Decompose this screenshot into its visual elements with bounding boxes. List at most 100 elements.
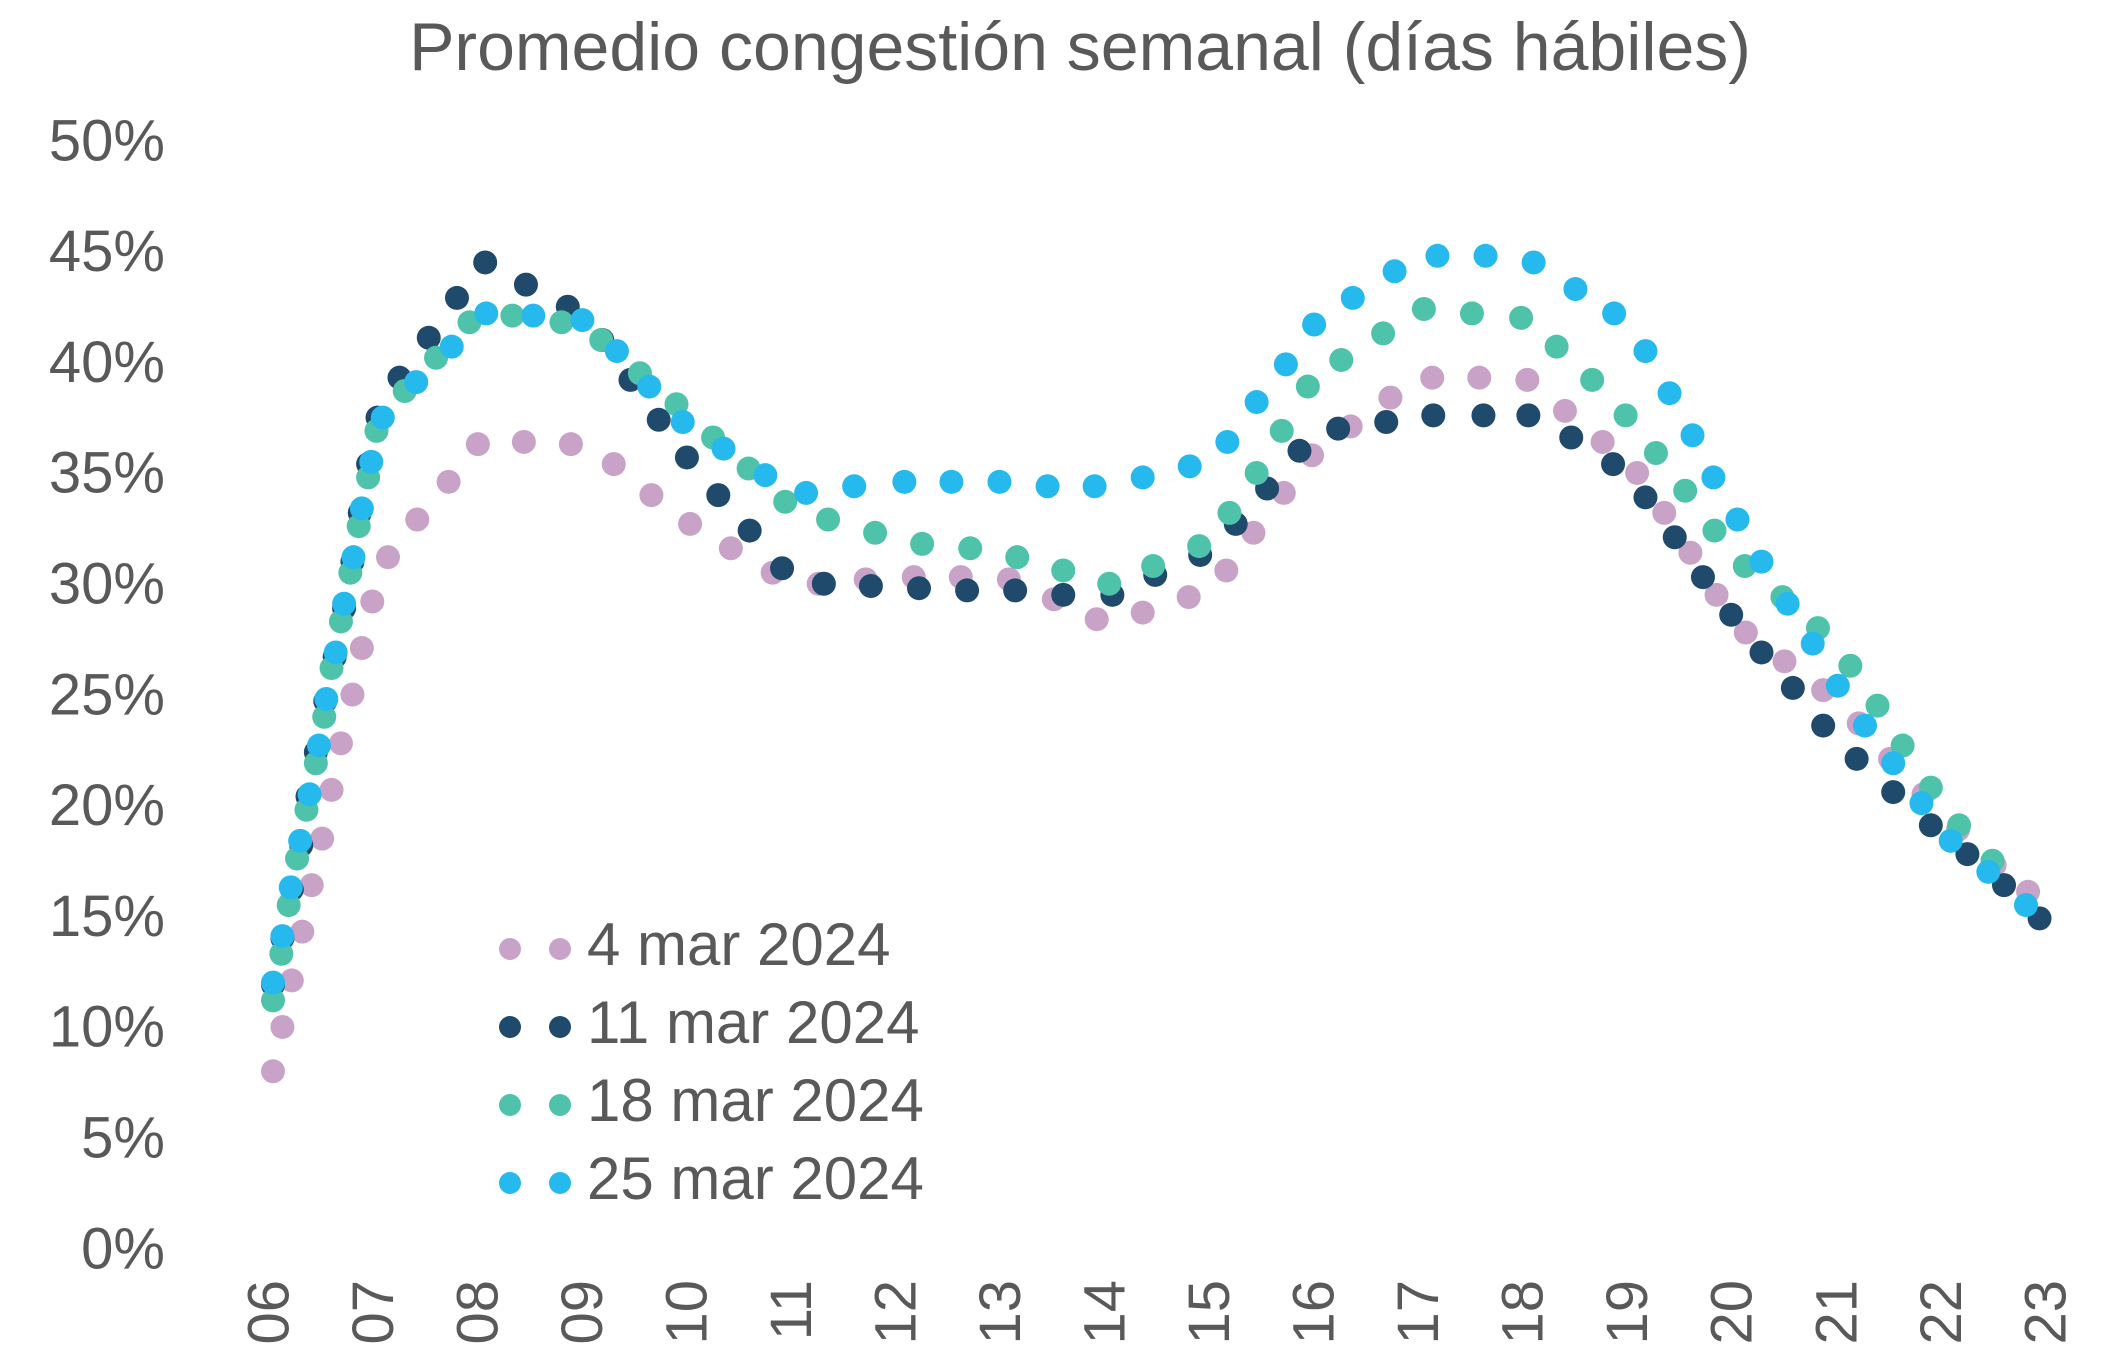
- data-point: [639, 483, 664, 508]
- data-point: [1340, 285, 1365, 310]
- data-point: [955, 578, 980, 603]
- x-tick-label: 14: [1073, 1280, 1138, 1345]
- data-point: [570, 308, 595, 333]
- legend-marker: [499, 1094, 521, 1116]
- data-point: [906, 576, 931, 601]
- data-point: [375, 545, 400, 570]
- data-point: [1097, 571, 1122, 596]
- x-tick-label: 15: [1177, 1280, 1242, 1345]
- data-point: [549, 310, 574, 335]
- data-point: [1374, 410, 1399, 434]
- data-point: [1563, 277, 1588, 302]
- data-point: [718, 536, 743, 561]
- data-point: [1601, 452, 1626, 477]
- data-point: [328, 731, 353, 756]
- data-point: [1844, 746, 1869, 771]
- data-point: [863, 520, 888, 545]
- data-point: [416, 325, 441, 350]
- data-point: [1544, 334, 1569, 359]
- data-point: [1420, 365, 1445, 390]
- x-tick-label: 11: [759, 1280, 824, 1340]
- data-point: [341, 545, 366, 570]
- data-point: [773, 489, 798, 514]
- data-point: [299, 873, 324, 898]
- data-point: [310, 826, 335, 851]
- data-point: [444, 285, 469, 310]
- x-tick-label: 13: [968, 1280, 1033, 1345]
- data-point: [1273, 352, 1298, 377]
- data-point: [1005, 545, 1030, 570]
- data-point: [436, 469, 461, 494]
- data-point: [346, 514, 371, 539]
- data-point: [1187, 534, 1212, 559]
- data-point: [1725, 507, 1750, 532]
- data-point: [674, 445, 699, 470]
- data-point: [1881, 780, 1906, 805]
- data-point: [306, 733, 331, 758]
- x-tick-label: 06: [236, 1280, 301, 1345]
- data-point: [1657, 381, 1682, 406]
- x-tick-label: 18: [1491, 1280, 1556, 1345]
- data-point: [323, 640, 348, 665]
- data-point: [370, 405, 395, 430]
- data-point: [511, 429, 536, 454]
- data-point: [1580, 367, 1605, 392]
- data-point: [1329, 347, 1354, 372]
- data-point: [1590, 429, 1615, 454]
- data-point: [1378, 385, 1403, 410]
- data-point: [1881, 751, 1906, 776]
- y-tick-label: 0%: [81, 1216, 165, 1281]
- data-point: [1772, 649, 1797, 674]
- data-point: [939, 469, 964, 494]
- data-point: [816, 507, 841, 532]
- data-point: [1241, 520, 1266, 545]
- data-point: [637, 374, 662, 399]
- data-point: [1733, 620, 1758, 645]
- data-point: [678, 511, 703, 536]
- data-point: [1652, 500, 1677, 525]
- legend-marker: [499, 938, 521, 960]
- data-point: [297, 782, 322, 807]
- data-point: [513, 272, 538, 297]
- legend-marker: [549, 1094, 571, 1116]
- data-point: [270, 1014, 295, 1039]
- data-point: [1800, 631, 1825, 656]
- x-tick-label: 21: [1804, 1280, 1869, 1345]
- data-point: [1051, 582, 1076, 607]
- data-point: [1811, 713, 1836, 738]
- data-point: [261, 1059, 285, 1084]
- data-point: [279, 968, 304, 993]
- data-point: [646, 407, 671, 432]
- data-point: [1780, 675, 1805, 700]
- data-point: [1678, 540, 1703, 565]
- data-point: [842, 474, 867, 499]
- legend-marker: [549, 1016, 571, 1038]
- legend-marker: [499, 1016, 521, 1038]
- y-tick-label: 40%: [49, 330, 165, 395]
- data-point: [269, 941, 294, 966]
- data-point: [1215, 429, 1240, 454]
- data-point: [1411, 296, 1436, 321]
- data-point: [328, 609, 353, 634]
- data-point: [473, 250, 498, 275]
- data-point: [706, 483, 731, 508]
- y-tick-label: 10%: [49, 995, 165, 1060]
- data-point: [601, 452, 626, 477]
- data-point: [278, 875, 303, 900]
- data-point: [1704, 582, 1729, 607]
- data-point: [1382, 259, 1407, 284]
- data-point: [1890, 733, 1915, 758]
- x-tick-label: 22: [1909, 1280, 1974, 1345]
- data-point: [1673, 478, 1698, 503]
- data-point: [276, 893, 301, 918]
- x-tick-label: 12: [864, 1280, 929, 1345]
- data-point: [1269, 418, 1294, 443]
- data-point: [1371, 321, 1396, 346]
- x-tick-label: 17: [1386, 1280, 1451, 1345]
- y-tick-label: 15%: [49, 884, 165, 949]
- data-point: [1177, 454, 1202, 479]
- data-point: [737, 518, 762, 543]
- data-point: [1425, 243, 1450, 268]
- data-point: [405, 507, 430, 532]
- y-tick-label: 30%: [49, 552, 165, 617]
